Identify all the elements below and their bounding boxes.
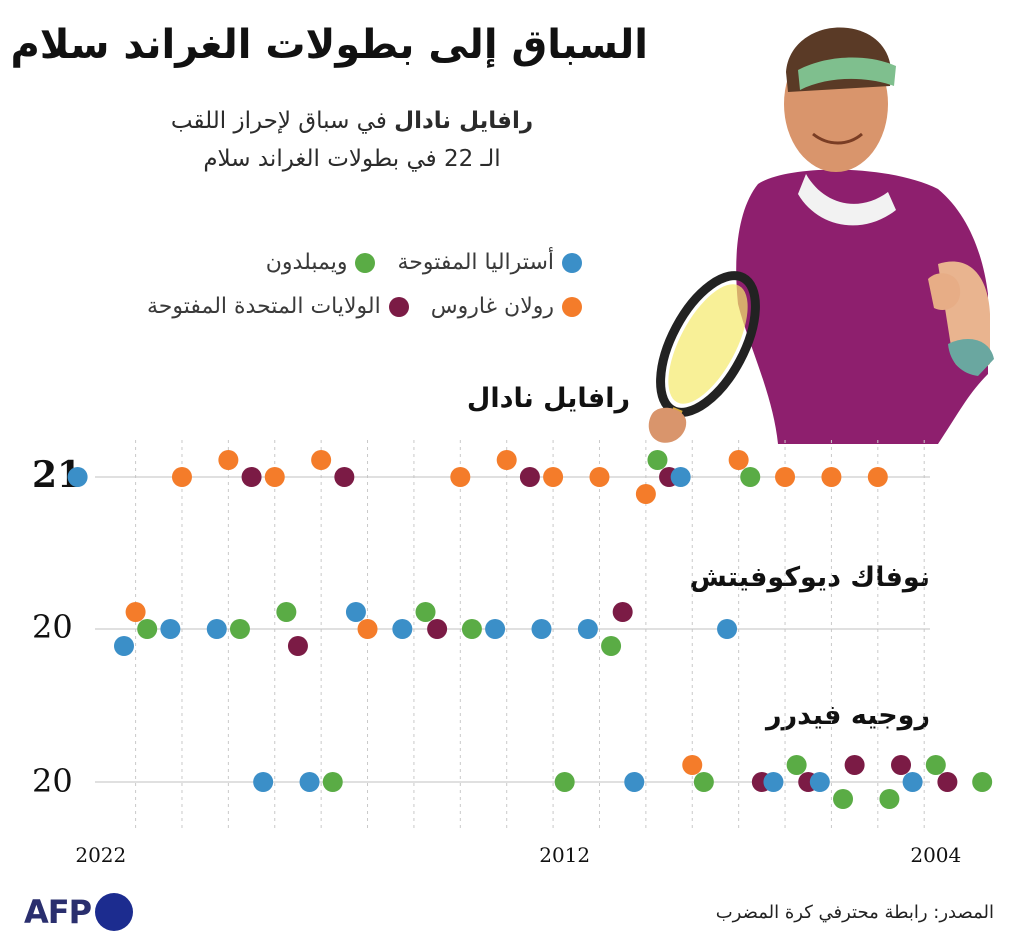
row-label-federer: روجيه فيدرر [766,700,930,731]
title-dot-australian [113,636,134,656]
legend-label-wimbledon: ويمبلدون [265,250,348,275]
title-dot-wimbledon [601,636,622,656]
x-axis-tick-label: 2022 [75,843,126,867]
title-dot-australian [902,772,923,792]
row-label-nadal: رافايل نادال [466,383,630,414]
title-dot-roland-garros [125,602,146,622]
title-dot-australian [763,772,784,792]
title-dot-wimbledon [693,772,714,792]
title-dot-wimbledon [972,772,993,792]
title-dot-roland-garros [264,467,285,487]
title-dot-wimbledon [879,789,900,809]
afp-logo: AFP [24,893,134,931]
legend-dot-australian [562,252,582,273]
subtitle-player-name: رافايل نادال [394,108,534,134]
title-dot-wimbledon [740,467,761,487]
year-gridlines [135,440,925,830]
title-dot-australian [809,772,830,792]
title-dot-us-open [519,467,540,487]
title-dot-australian [577,619,598,639]
x-axis-tick-label: 2004 [910,843,961,867]
title-dot-wimbledon [229,619,250,639]
title-dot-australian [531,619,552,639]
title-dot-wimbledon [461,619,482,639]
title-dot-roland-garros [682,755,703,775]
title-dot-australian [299,772,320,792]
title-dot-wimbledon [786,755,807,775]
title-dot-us-open [937,772,958,792]
player-illustration [648,27,994,444]
subtitle-line1-rest: في سباق لإحراز اللقب [170,108,387,134]
afp-logo-text: AFP [24,893,92,931]
chart-subtitle: رافايل نادال في سباق لإحراز اللقب الـ 22… [142,102,562,178]
title-dot-australian [160,619,181,639]
timeline-plot: 2022 2012 2004 [67,440,993,867]
title-dot-australian [253,772,274,792]
legend-dot-wimbledon [355,252,376,273]
title-dot-wimbledon [647,450,668,470]
title-dot-us-open [844,755,865,775]
title-dot-australian [345,602,366,622]
legend-label-us-open: الولايات المتحدة المفتوحة [146,294,381,319]
title-dot-roland-garros [311,450,332,470]
x-axis-tick-label: 2012 [539,843,590,867]
title-dot-us-open [891,755,912,775]
title-count-djokovic: 20 [32,608,73,646]
row-label-djokovic: نوفاك ديوكوفيتش [689,562,930,593]
title-dot-us-open [241,467,262,487]
title-dot-australian [670,467,691,487]
title-dot-roland-garros [496,450,517,470]
legend-row-hardcourt-grass: أستراليا المفتوحة ويمبلدون [266,250,582,275]
title-dot-roland-garros [589,467,610,487]
title-dot-roland-garros [867,467,888,487]
title-dot-wimbledon [833,789,854,809]
subtitle-line2: الـ 22 في بطولات الغراند سلام [203,146,501,172]
chart-title: السباق إلى بطولات الغراند سلام [10,22,648,68]
title-dot-roland-garros [218,450,239,470]
title-dot-roland-garros [728,450,749,470]
title-dot-wimbledon [925,755,946,775]
title-dot-us-open [612,602,633,622]
title-dot-wimbledon [276,602,297,622]
title-dot-roland-garros [450,467,471,487]
legend-label-australian: أستراليا المفتوحة [397,250,554,275]
afp-logo-disc [95,893,134,931]
title-count-federer: 20 [32,762,73,800]
title-dot-roland-garros [543,467,564,487]
title-dot-wimbledon [415,602,436,622]
title-dot-wimbledon [554,772,575,792]
legend-row-clay-us: رولان غاروس الولايات المتحدة المفتوحة [147,294,582,319]
source-note: المصدر: رابطة محترفي كرة المضرب [715,902,994,923]
legend-dot-roland-garros [562,296,582,317]
legend-dot-us-open [388,296,409,317]
title-dot-us-open [427,619,448,639]
title-dot-australian [392,619,413,639]
title-dot-roland-garros [775,467,796,487]
legend-label-roland-garros: رولان غاروس [430,294,554,319]
title-dot-wimbledon [137,619,158,639]
title-dot-us-open [287,636,308,656]
title-dots [67,450,993,809]
title-dot-roland-garros [635,484,656,504]
title-dot-australian [206,619,227,639]
title-dot-roland-garros [357,619,378,639]
title-dot-australian [717,619,738,639]
title-dot-australian [485,619,506,639]
title-dot-us-open [334,467,355,487]
title-dot-australian [67,467,88,487]
title-dot-roland-garros [821,467,842,487]
title-dot-wimbledon [322,772,343,792]
title-dot-roland-garros [171,467,192,487]
x-axis-ticks: 2022 2012 2004 [75,843,961,867]
title-dot-australian [624,772,645,792]
